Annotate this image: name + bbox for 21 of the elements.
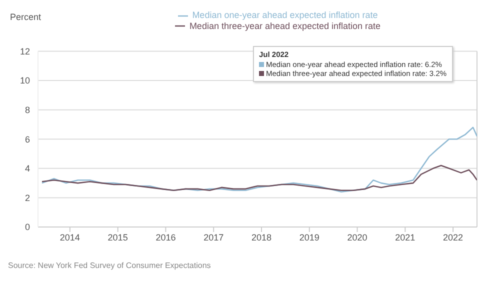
x-tick-label: 2020 bbox=[347, 232, 368, 242]
x-tick-label: 2021 bbox=[395, 232, 416, 242]
legend-label: Median three-year ahead expected inflation rate bbox=[189, 20, 381, 31]
source-note: Source: New York Fed Survey of Consumer Expectations bbox=[8, 261, 212, 270]
x-tick-label: 2019 bbox=[299, 232, 320, 242]
x-tick-label: 2022 bbox=[443, 232, 464, 242]
line-series bbox=[41, 164, 477, 192]
y-tick-label: 8 bbox=[24, 105, 30, 116]
y-tick-label: 4 bbox=[24, 164, 30, 174]
x-tick-label: 2016 bbox=[156, 232, 176, 242]
y-tick-label: 12 bbox=[20, 46, 30, 56]
y-tick-label: 6 bbox=[24, 134, 30, 144]
y-tick-label: 0 bbox=[24, 222, 30, 232]
x-tick-label: 2017 bbox=[204, 232, 224, 242]
x-tick-label: 2018 bbox=[251, 232, 272, 242]
y-axis-title: Percent bbox=[10, 12, 42, 22]
x-tick-label: 2015 bbox=[108, 232, 128, 242]
y-tick-label: 2 bbox=[24, 192, 30, 203]
legend-label: Median one-year ahead expected inflation rate bbox=[192, 10, 378, 20]
x-tick-label: 2014 bbox=[60, 232, 80, 242]
y-tick-label: 10 bbox=[20, 76, 30, 86]
